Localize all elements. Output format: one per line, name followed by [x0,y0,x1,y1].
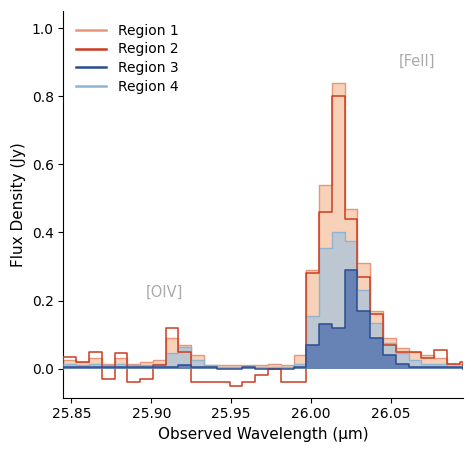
Text: [FeII]: [FeII] [399,53,436,69]
Legend: Region 1, Region 2, Region 3, Region 4: Region 1, Region 2, Region 3, Region 4 [70,18,184,100]
Text: [OIV]: [OIV] [146,285,183,300]
Polygon shape [64,82,463,369]
Polygon shape [64,232,463,369]
X-axis label: Observed Wavelength (μm): Observed Wavelength (μm) [158,427,368,442]
Y-axis label: Flux Density (Jy): Flux Density (Jy) [11,142,26,267]
Polygon shape [64,270,463,369]
